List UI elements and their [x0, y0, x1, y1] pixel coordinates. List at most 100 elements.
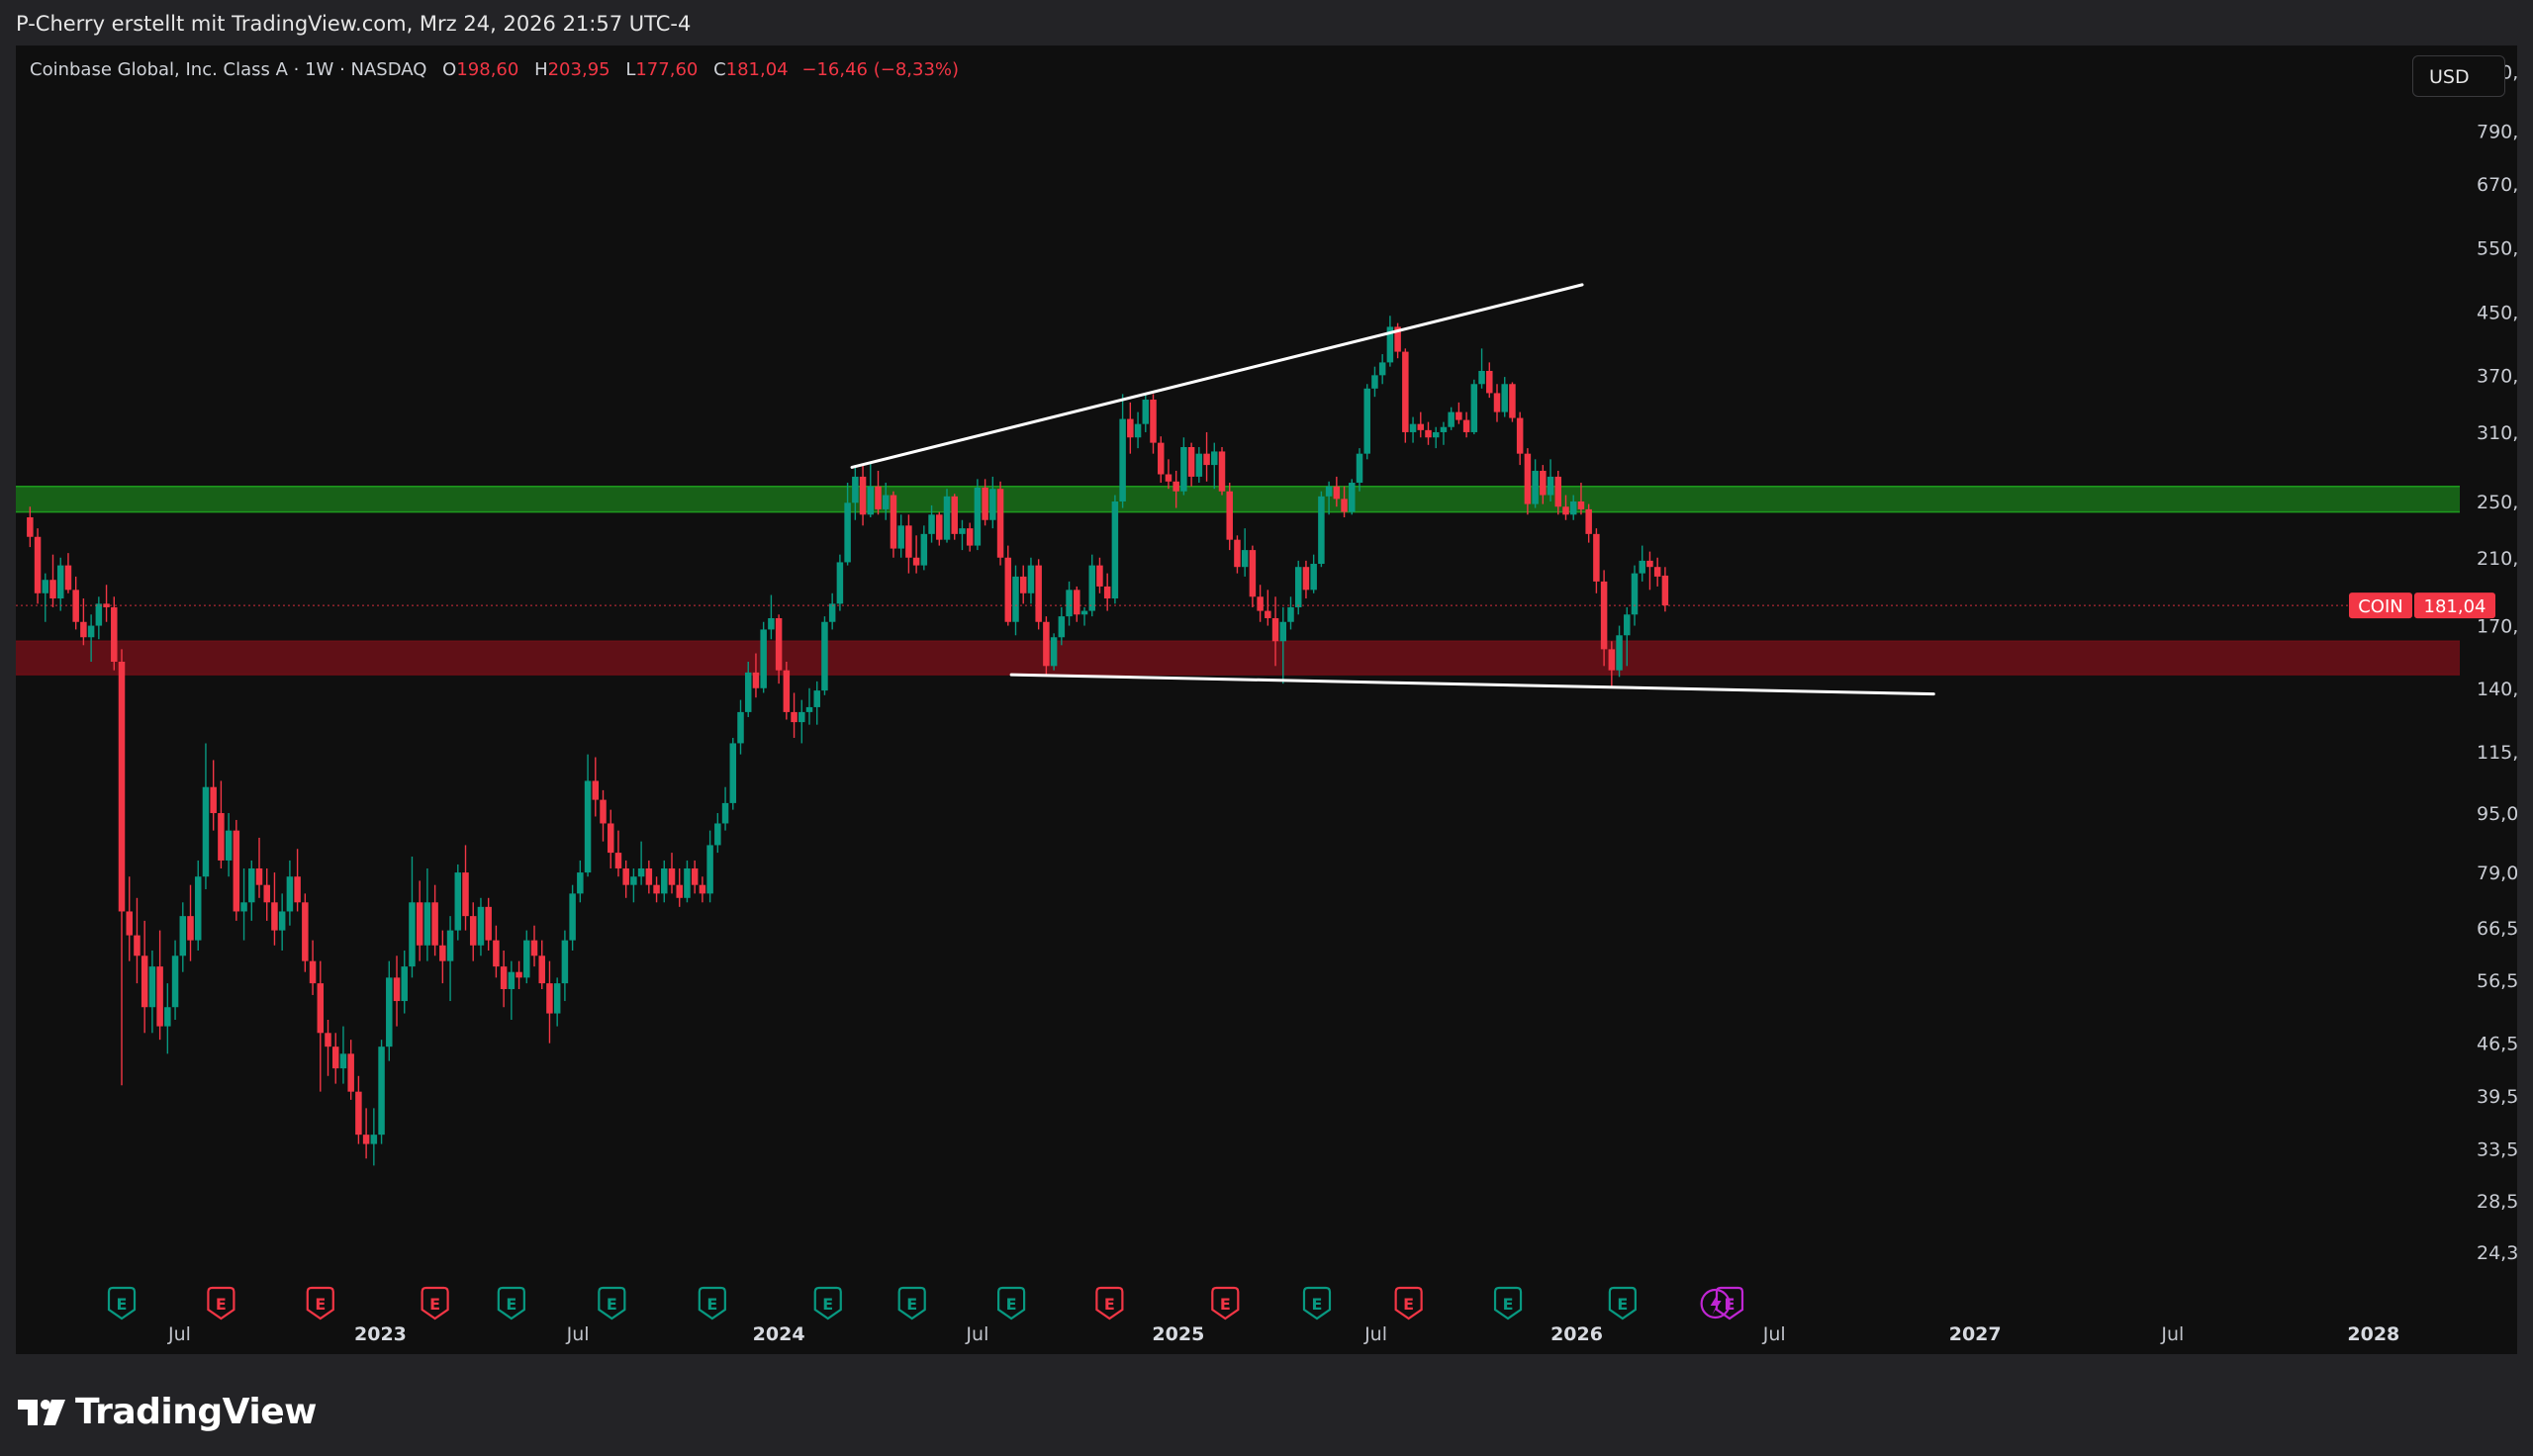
candle-body [1661, 575, 1669, 606]
candle [1318, 491, 1325, 568]
candle-body [1043, 621, 1050, 667]
candle-body [721, 802, 729, 824]
price-chart[interactable]: 950,00790,00670,00550,00450,00370,00310,… [16, 46, 2517, 1354]
candle-body [1402, 351, 1409, 432]
candle [791, 692, 797, 738]
candle [248, 860, 255, 921]
candle [233, 819, 240, 921]
close-label: C [713, 59, 726, 80]
y-tick-label: 79,00 [2477, 863, 2517, 884]
candle-body [1234, 539, 1241, 568]
tradingview-logo[interactable]: TradingView [18, 1392, 317, 1432]
currency-button[interactable]: USD [2412, 55, 2505, 97]
candle [577, 860, 584, 903]
x-tick-label: 2026 [1550, 1323, 1603, 1345]
x-tick-label: 2027 [1949, 1323, 2002, 1345]
chart-panel[interactable]: 950,00790,00670,00550,00450,00370,00310,… [16, 46, 2517, 1354]
candle [1486, 362, 1493, 399]
candle [1074, 586, 1080, 622]
open-value: 198,60 [456, 59, 519, 80]
earnings-badge-icon [1394, 1286, 1423, 1320]
candle-body [439, 945, 446, 961]
candle [691, 860, 699, 894]
candle [622, 860, 629, 898]
candle-body [936, 514, 943, 540]
candle [775, 614, 783, 684]
candle [1532, 459, 1539, 508]
candle-body [752, 672, 760, 688]
candle [87, 614, 95, 662]
x-tick-label: Jul [2160, 1323, 2184, 1345]
candle-body [1371, 375, 1378, 389]
candle [936, 511, 943, 546]
candle [72, 576, 79, 630]
trendline-lower [1009, 673, 1935, 696]
candle [42, 573, 49, 622]
candle-body [255, 867, 263, 885]
candle-body [1035, 565, 1042, 622]
y-tick-label: 450,00 [2477, 303, 2517, 324]
candle [111, 596, 118, 671]
candle-body [645, 867, 653, 885]
earnings-badge-icon [1095, 1286, 1124, 1320]
candle [951, 494, 958, 540]
resistance-zone [16, 486, 2460, 512]
candle-body [653, 884, 660, 894]
candle-body [920, 533, 928, 566]
candle-body [951, 496, 958, 534]
candle-body [401, 966, 408, 1002]
candle-body [760, 629, 767, 688]
candle [523, 930, 530, 984]
candle-body [56, 565, 64, 599]
candle-body [1600, 581, 1608, 650]
candle-body [1241, 550, 1249, 568]
candle [828, 592, 836, 630]
y-tick-label: 210,00 [2477, 548, 2517, 570]
candle-body [668, 867, 676, 885]
candle-body [202, 786, 210, 877]
candle-body [614, 853, 622, 868]
candle-body [844, 502, 851, 563]
footer: TradingView [0, 1354, 2533, 1456]
low-label: L [625, 59, 636, 80]
earnings-letter: E [1503, 1295, 1514, 1314]
candle [362, 1108, 370, 1159]
y-tick-label: 790,00 [2477, 121, 2517, 142]
candle-body [729, 743, 737, 803]
candle [1585, 503, 1592, 543]
candle [56, 557, 64, 611]
candle [943, 489, 951, 543]
candle [1027, 557, 1035, 604]
candle [210, 760, 217, 831]
candle [134, 897, 141, 984]
candle [813, 681, 820, 725]
candle [1562, 495, 1569, 520]
candle-body [1134, 423, 1142, 438]
candle [1271, 596, 1279, 667]
candle-body [1532, 470, 1539, 504]
candle-body [331, 1046, 339, 1069]
candle [263, 867, 270, 921]
candle [1554, 470, 1562, 515]
candle-body [210, 786, 217, 814]
candle [1043, 616, 1050, 676]
earnings-letter: E [216, 1295, 227, 1314]
candle-body [240, 902, 247, 912]
candle [409, 856, 416, 978]
candle [1631, 565, 1639, 626]
candle-body [530, 940, 538, 956]
open-label: O [442, 59, 457, 80]
y-tick-label: 140,00 [2477, 679, 2517, 700]
candle [928, 504, 935, 543]
candle [1624, 606, 1631, 667]
candle-body [561, 940, 569, 984]
candle [553, 977, 561, 1027]
candle [1050, 633, 1058, 671]
candle [27, 506, 34, 548]
candle-body [974, 487, 982, 546]
candle [600, 789, 607, 842]
candle [974, 479, 982, 551]
candle-body [1349, 483, 1356, 512]
candle-body [1540, 470, 1547, 496]
candle [1241, 528, 1249, 577]
